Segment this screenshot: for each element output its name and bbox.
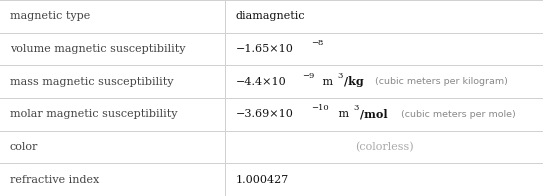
Text: −4.4×10: −4.4×10 [235,77,286,87]
Text: refractive index: refractive index [10,175,99,185]
Text: m: m [319,77,333,87]
Text: color: color [10,142,39,152]
Text: 3: 3 [338,72,343,80]
Text: molar magnetic susceptibility: molar magnetic susceptibility [10,109,178,119]
Text: −3.69×10: −3.69×10 [235,109,293,119]
Text: −1.65×10: −1.65×10 [235,44,293,54]
Text: diamagnetic: diamagnetic [235,11,305,21]
Text: /mol: /mol [361,109,388,120]
Text: magnetic type: magnetic type [10,11,90,21]
Text: 1.000427: 1.000427 [235,175,288,185]
Text: (cubic meters per mole): (cubic meters per mole) [398,110,516,119]
Text: mass magnetic susceptibility: mass magnetic susceptibility [10,77,174,87]
Text: /kg: /kg [344,76,364,87]
Text: −9: −9 [302,72,314,80]
Text: (cubic meters per kilogram): (cubic meters per kilogram) [372,77,508,86]
Text: 3: 3 [353,104,359,113]
Text: (colorless): (colorless) [355,142,413,152]
Text: volume magnetic susceptibility: volume magnetic susceptibility [10,44,186,54]
Text: m: m [335,109,349,119]
Text: −10: −10 [311,104,329,113]
Text: −8: −8 [311,39,324,47]
